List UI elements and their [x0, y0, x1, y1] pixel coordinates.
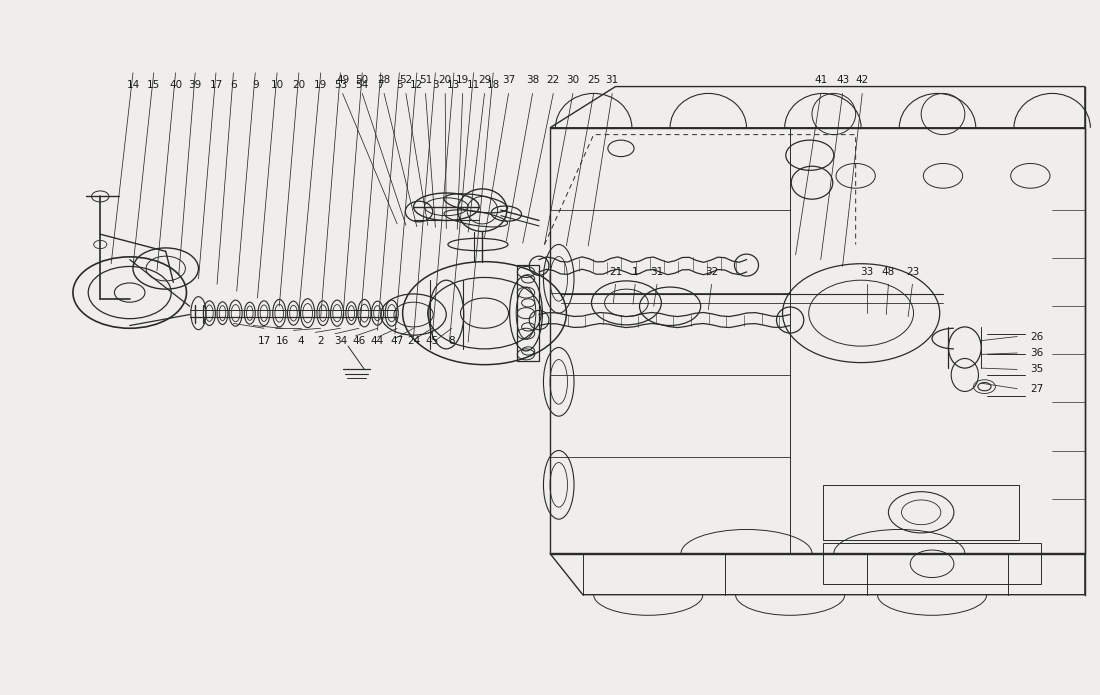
Text: 46: 46	[352, 336, 365, 345]
Text: 1: 1	[631, 267, 638, 277]
Text: 48: 48	[882, 267, 895, 277]
Text: 36: 36	[1031, 348, 1044, 358]
Text: 3: 3	[432, 80, 439, 90]
Text: 31: 31	[650, 267, 663, 277]
Text: 40: 40	[169, 80, 183, 90]
Text: 19: 19	[456, 74, 470, 85]
Text: 18: 18	[486, 80, 499, 90]
Text: 6: 6	[230, 80, 236, 90]
Text: 15: 15	[147, 80, 161, 90]
Text: 30: 30	[566, 74, 580, 85]
Text: 53: 53	[333, 80, 346, 90]
Text: 10: 10	[271, 80, 284, 90]
Text: 47: 47	[390, 336, 404, 345]
Text: 31: 31	[606, 74, 619, 85]
Text: 17: 17	[209, 80, 222, 90]
Text: 52: 52	[399, 74, 412, 85]
Text: 43: 43	[836, 74, 849, 85]
Text: 50: 50	[355, 74, 368, 85]
Text: 25: 25	[587, 74, 601, 85]
Text: 32: 32	[705, 267, 718, 277]
Text: 44: 44	[371, 336, 384, 345]
Text: 13: 13	[448, 80, 461, 90]
Text: 9: 9	[252, 80, 258, 90]
Bar	[823, 543, 1042, 584]
Text: 12: 12	[410, 80, 424, 90]
Text: 54: 54	[355, 80, 368, 90]
Text: 4: 4	[298, 336, 305, 345]
Text: 27: 27	[1031, 384, 1044, 393]
Bar	[517, 265, 539, 361]
Text: 17: 17	[257, 336, 271, 345]
Text: 35: 35	[1031, 364, 1044, 375]
Text: 41: 41	[814, 74, 827, 85]
Text: 5: 5	[396, 80, 403, 90]
Text: 20: 20	[293, 80, 306, 90]
Text: 26: 26	[1031, 332, 1044, 341]
Text: 29: 29	[477, 74, 491, 85]
Text: 2: 2	[318, 336, 324, 345]
Text: 8: 8	[449, 336, 455, 345]
Text: 7: 7	[377, 80, 384, 90]
Text: 11: 11	[468, 80, 481, 90]
Text: 19: 19	[315, 80, 328, 90]
Text: 14: 14	[126, 80, 140, 90]
Text: 42: 42	[856, 74, 869, 85]
Text: 28: 28	[377, 74, 390, 85]
Text: 22: 22	[547, 74, 560, 85]
Text: 20: 20	[439, 74, 452, 85]
Text: 37: 37	[502, 74, 515, 85]
Text: 23: 23	[905, 267, 920, 277]
Text: 34: 34	[333, 336, 346, 345]
Text: 21: 21	[609, 267, 623, 277]
Text: 51: 51	[419, 74, 432, 85]
Text: 38: 38	[526, 74, 539, 85]
Text: 49: 49	[336, 74, 349, 85]
Bar	[823, 485, 1020, 540]
Text: 16: 16	[276, 336, 289, 345]
Text: 45: 45	[426, 336, 439, 345]
Text: 33: 33	[860, 267, 873, 277]
Text: 39: 39	[188, 80, 201, 90]
Text: 24: 24	[407, 336, 420, 345]
